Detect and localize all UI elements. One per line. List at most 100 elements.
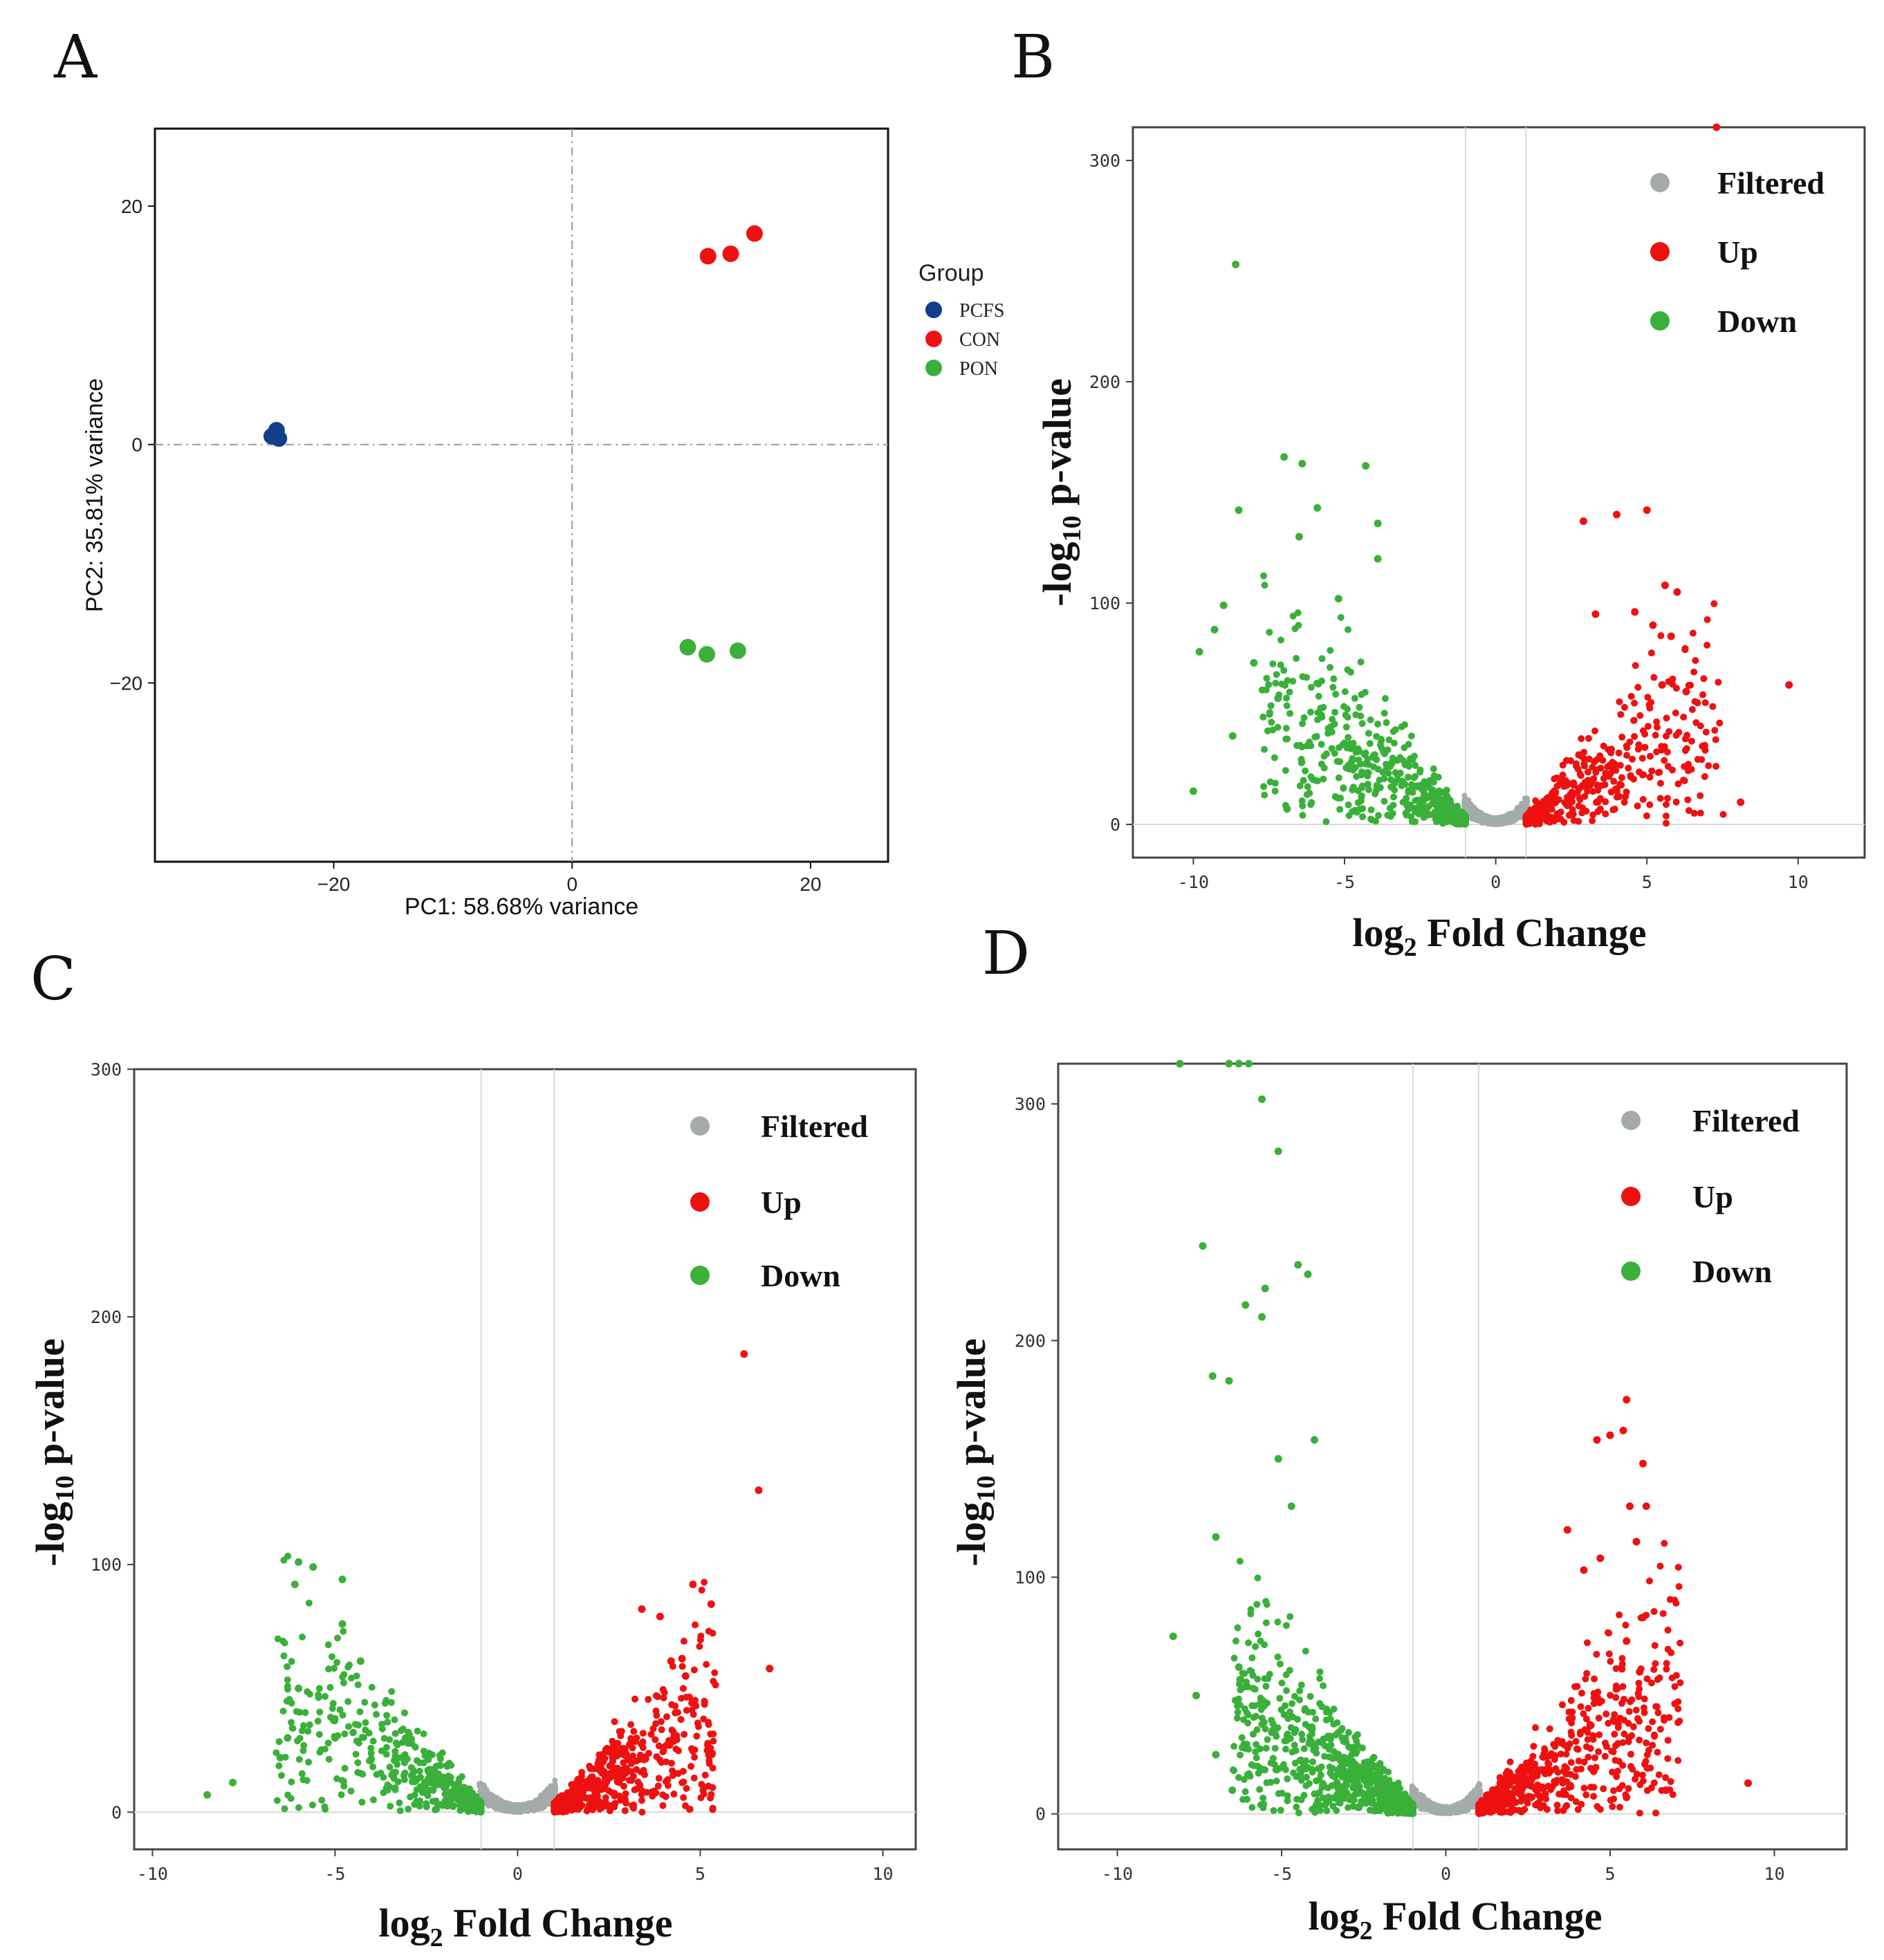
- volcano-c-up-outlier-point: [740, 1350, 748, 1358]
- volcano-b-down-outlier-point: [1228, 732, 1237, 740]
- volcano-b-up-point: [1701, 699, 1709, 706]
- volcano-c-down-point: [432, 1782, 439, 1790]
- volcano-c-x-tick-label: 10: [872, 1864, 893, 1884]
- volcano-c-up-point: [670, 1791, 678, 1798]
- pca-y-tick-label: 0: [131, 434, 142, 456]
- volcano-b-down-point: [1387, 776, 1395, 784]
- volcano-c-down-point: [299, 1722, 307, 1730]
- volcano-c-down-point: [369, 1737, 377, 1745]
- volcano-c-y-axis-label: -log10 p-value: [28, 1338, 80, 1566]
- volcano-c-up-point: [639, 1730, 647, 1737]
- volcano-c-down-point: [331, 1717, 339, 1725]
- volcano-c-down-point: [414, 1727, 421, 1735]
- volcano-b-down-point: [1403, 802, 1411, 809]
- volcano-b-up-point: [1688, 766, 1695, 773]
- volcano-c-up-point: [602, 1746, 609, 1753]
- volcano-b-down-point: [1358, 768, 1365, 776]
- volcano-c-up-point: [638, 1809, 646, 1816]
- volcano-b-up-point: [1646, 752, 1654, 760]
- volcano-c-down-point: [413, 1757, 421, 1764]
- volcano-c-down-point: [354, 1759, 362, 1766]
- volcano-b-up-outlier-point: [1613, 510, 1621, 519]
- volcano-b-up-point: [1591, 727, 1599, 734]
- volcano-b-up-point: [1612, 766, 1620, 774]
- volcano-b-down-point: [1302, 767, 1309, 775]
- volcano-c-up-point: [683, 1784, 690, 1792]
- volcano-b-down-point: [1337, 613, 1345, 621]
- volcano-b-up-point: [1646, 773, 1654, 781]
- volcano-b-down-point: [1269, 660, 1277, 667]
- volcano-b-y-tick-label: 100: [1089, 593, 1120, 613]
- volcano-c-down-point: [344, 1698, 352, 1705]
- volcano-b-legend-swatch-up: [1650, 242, 1670, 261]
- volcano-c-up-point: [627, 1768, 635, 1775]
- volcano-b-up-point: [1648, 767, 1656, 775]
- volcano-c-up-point: [640, 1766, 647, 1774]
- volcano-b-up-point: [1689, 629, 1697, 637]
- volcano-b-up-point: [1688, 737, 1695, 745]
- volcano-c-down-point: [329, 1705, 336, 1712]
- volcano-b-down-point: [1313, 679, 1320, 687]
- volcano-c-down-point: [477, 1800, 485, 1807]
- volcano-c-down-point: [316, 1748, 324, 1756]
- volcano-c-down-point: [423, 1803, 430, 1811]
- volcano-c-down-point: [279, 1708, 287, 1715]
- volcano-b-down-outlier-point: [1295, 533, 1303, 541]
- volcano-b-legend-swatch-down: [1650, 311, 1670, 331]
- volcano-c-filtered-point: [492, 1797, 499, 1804]
- volcano-c-up-point: [659, 1802, 667, 1809]
- volcano-c-down-point: [476, 1806, 483, 1813]
- volcano-c-up-point: [645, 1696, 652, 1703]
- volcano-c-down-point: [284, 1683, 291, 1690]
- volcano-c-down-point: [380, 1735, 388, 1742]
- volcano-c-down-point: [391, 1716, 398, 1723]
- volcano-b-up-point: [1687, 681, 1694, 689]
- volcano-c-down-point: [394, 1778, 402, 1786]
- volcano-c-down-point: [280, 1556, 288, 1564]
- volcano-c-up-point: [701, 1771, 709, 1779]
- volcano-b-up-point: [1567, 757, 1575, 764]
- volcano-b-down-point: [1303, 742, 1311, 750]
- volcano-b-down-point: [1376, 776, 1383, 784]
- volcano-c-up-point: [701, 1698, 708, 1705]
- volcano-b-up-point: [1559, 761, 1567, 769]
- volcano-c-down-outlier-point: [276, 1754, 284, 1762]
- volcano-b-down-point: [1380, 710, 1388, 717]
- volcano-c-up-point: [668, 1726, 676, 1734]
- volcano-c-down-point: [383, 1744, 391, 1751]
- volcano-b-down-point: [1383, 761, 1390, 768]
- volcano-b-up-point: [1641, 743, 1648, 751]
- volcano-b-up-point: [1702, 728, 1710, 736]
- volcano-c-down-point: [318, 1796, 326, 1804]
- volcano-c-down-point: [387, 1802, 394, 1810]
- volcano-b-up-point: [1575, 817, 1582, 825]
- volcano-c-up-point: [697, 1794, 705, 1802]
- volcano-c-legend-label-down: Down: [761, 1258, 840, 1293]
- volcano-b-down-point: [1282, 767, 1289, 775]
- volcano-b-up-point: [1712, 736, 1719, 743]
- volcano-b-up-point: [1638, 755, 1646, 762]
- volcano-b-up-point: [1672, 709, 1679, 716]
- volcano-b-down-point: [1403, 795, 1410, 802]
- volcano-b-up-point: [1652, 732, 1659, 739]
- volcano-b-down-point: [1282, 725, 1290, 732]
- volcano-b-up-point: [1641, 730, 1649, 738]
- volcano-b-up-point: [1565, 811, 1573, 819]
- volcano-c-down-point: [333, 1658, 341, 1666]
- volcano-c-down-point: [369, 1763, 377, 1771]
- volcano-b-down-point: [1289, 612, 1297, 620]
- volcano-b-down-point: [1299, 720, 1306, 728]
- volcano-b-up-point: [1585, 734, 1592, 742]
- volcano-b-up-point: [1611, 785, 1619, 793]
- volcano-c-filtered-point: [501, 1808, 508, 1814]
- volcano-c-down-outlier-point: [203, 1791, 212, 1799]
- volcano-c-legend-label-up: Up: [761, 1185, 802, 1220]
- volcano-b-down-point: [1356, 806, 1363, 813]
- volcano-b-up-point: [1597, 764, 1605, 772]
- volcano-c-down-point: [361, 1699, 369, 1706]
- volcano-b-filtered-point: [1482, 816, 1488, 822]
- volcano-b-down-point: [1331, 708, 1339, 716]
- volcano-c-down-point: [459, 1805, 466, 1813]
- pca-legend-title: Group: [918, 260, 984, 286]
- volcano-c-down-point: [360, 1734, 367, 1741]
